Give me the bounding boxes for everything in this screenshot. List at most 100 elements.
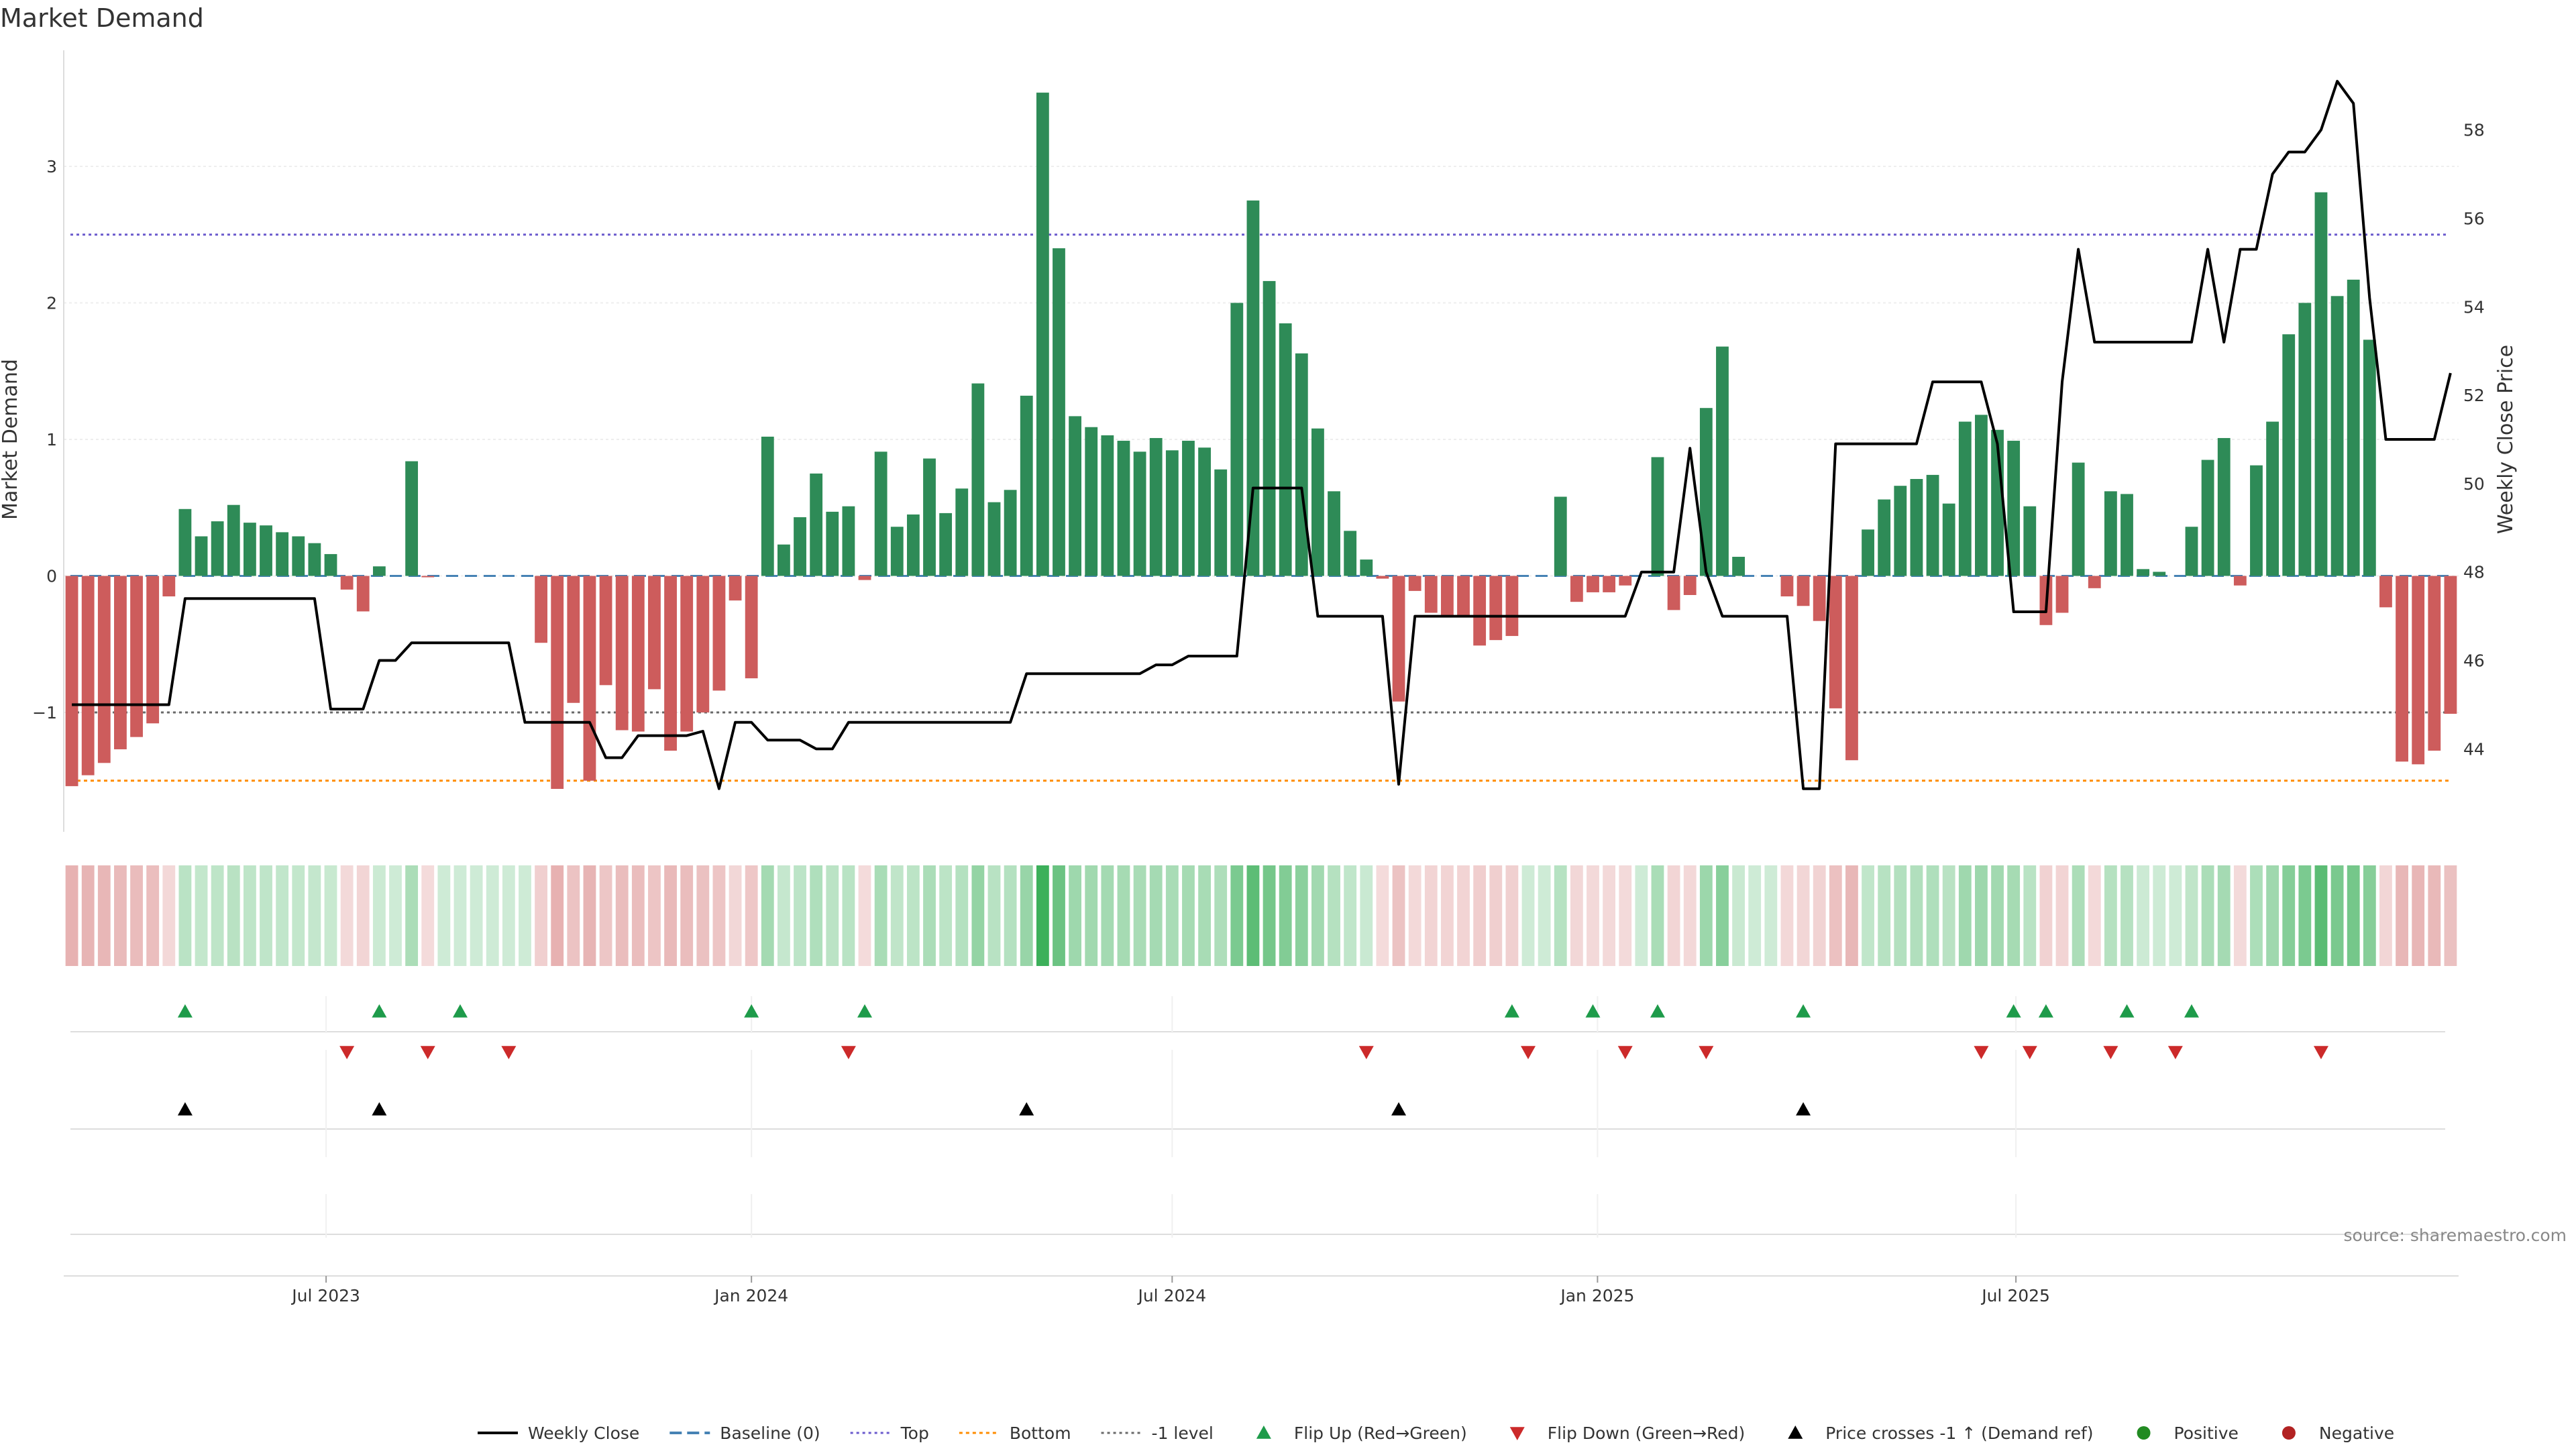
heat-cell (65, 865, 78, 966)
flip-up-marker (1650, 1004, 1665, 1018)
heat-cell (405, 865, 419, 966)
heat-cell (1521, 865, 1535, 966)
heat-cell (2428, 865, 2441, 966)
heat-cell (1408, 865, 1421, 966)
heat-cell (1214, 865, 1228, 966)
axes: −1 0 1 2 3 44 46 48 50 52 54 56 58 Market Demand Weekl… (0, 50, 2518, 832)
demand-bar (1214, 469, 1228, 576)
demand-bar (2104, 491, 2117, 576)
demand-bar (1845, 576, 1858, 761)
heat-cell (1910, 865, 1923, 966)
x-axis: Jul 2023 Jan 2024 Jul 2024 Jan 2025 Jul 2025 (64, 1275, 2459, 1305)
heat-cell (971, 865, 985, 966)
heat-cell (2072, 865, 2085, 966)
heat-cell (567, 865, 580, 966)
heat-cell (2250, 865, 2263, 966)
heat-cell (421, 865, 435, 966)
heat-cell (1587, 865, 1599, 966)
demand-bar (114, 576, 127, 749)
flip-down-marker (1358, 1046, 1374, 1059)
heat-cell (1538, 865, 1551, 966)
demand-bar (1344, 531, 1357, 576)
heat-cell (437, 865, 451, 966)
heat-cell (1117, 865, 1130, 966)
heat-cell (227, 865, 240, 966)
flip-up-marker (177, 1004, 193, 1018)
heat-cell (2169, 865, 2182, 966)
heat-cell (2314, 865, 2328, 966)
demand-bar (260, 525, 272, 576)
demand-bar (1587, 576, 1599, 592)
heat-cell (858, 865, 871, 966)
demand-bar (1246, 200, 1260, 576)
legend: Weekly Close Baseline (0) Top Bottom -1 leve… (478, 1424, 2394, 1443)
heat-cell (178, 865, 192, 966)
price-cross-marker (177, 1102, 193, 1116)
demand-bar (794, 517, 806, 576)
demand-bar (2379, 576, 2392, 608)
heat-cell (1440, 865, 1454, 966)
demand-bar (1862, 529, 1874, 576)
x-tick-label: Jul 2024 (1136, 1286, 1206, 1305)
heat-cell (696, 865, 710, 966)
demand-bar (696, 576, 710, 713)
heat-cell (2217, 865, 2231, 966)
flip-down-marker (1974, 1046, 1989, 1059)
heat-cell (1392, 865, 1405, 966)
demand-bar (2298, 303, 2312, 576)
demand-bar (648, 576, 661, 690)
heat-cell (1732, 865, 1745, 966)
heat-cell (1942, 865, 1955, 966)
heat-cell (906, 865, 920, 966)
heat-cell (2233, 865, 2247, 966)
heat-cell (1796, 865, 1810, 966)
demand-bar (745, 576, 758, 679)
heat-cell (486, 865, 499, 966)
heat-cell (2104, 865, 2117, 966)
heat-cell (923, 865, 936, 966)
legend-label-cross: Price crosses -1 ↑ (Demand ref) (1825, 1424, 2093, 1443)
heat-cell (243, 865, 256, 966)
demand-bar (1473, 576, 1487, 646)
heat-cell (1699, 865, 1713, 966)
legend-swatch-flip-up (1256, 1426, 1271, 1439)
demand-bar (1651, 457, 1664, 576)
heat-cell (1295, 865, 1308, 966)
flip-up-marker (452, 1004, 468, 1018)
heat-cell (1376, 865, 1389, 966)
heat-cell (1101, 865, 1114, 966)
heat-cell (826, 865, 839, 966)
legend-label-flip_up: Flip Up (Red→Green) (1294, 1424, 1467, 1443)
demand-bar (971, 383, 985, 576)
legend-label-price: Weekly Close (528, 1424, 639, 1443)
demand-bar (567, 576, 580, 703)
heat-cell (389, 865, 402, 966)
demand-bar (195, 536, 208, 576)
x-tick-label: Jul 2025 (1980, 1286, 2050, 1305)
heat-cell (146, 865, 160, 966)
heat-cell (2185, 865, 2198, 966)
demand-bar (2072, 462, 2085, 576)
demand-bar (1149, 437, 1163, 576)
heat-cell (1133, 865, 1146, 966)
heat-cell (1975, 865, 1988, 966)
demand-bar (1392, 576, 1405, 702)
demand-bar (372, 566, 386, 576)
demand-bar (939, 513, 953, 576)
heat-cell (1263, 865, 1276, 966)
heat-cell (1505, 865, 1519, 966)
demand-bar (1716, 346, 1729, 576)
demand-bar (1004, 490, 1017, 576)
demand-bar (1020, 395, 1033, 576)
demand-bar (81, 576, 95, 775)
flip-up-marker (857, 1004, 873, 1018)
heat-cell (1230, 865, 1244, 966)
heat-cell (955, 865, 969, 966)
demand-bar (1683, 576, 1697, 595)
heat-cell (2039, 865, 2053, 966)
price-cross-marker (1796, 1102, 1811, 1116)
flip-down-marker (1521, 1046, 1536, 1059)
demand-bar (761, 436, 774, 576)
flip-up-marker (1585, 1004, 1601, 1018)
demand-bar (1699, 408, 1713, 576)
